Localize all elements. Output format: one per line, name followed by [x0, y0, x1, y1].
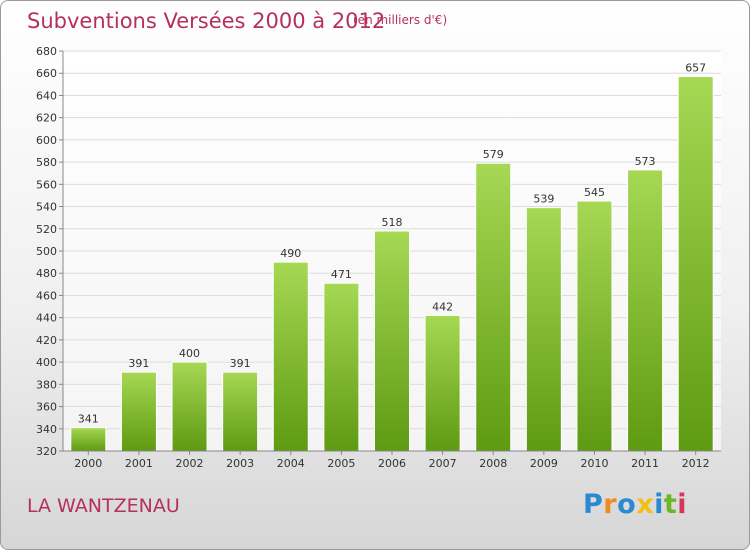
bar-value-label: 391 — [230, 357, 251, 370]
bar-value-label: 471 — [331, 268, 352, 281]
logo-letter: t — [663, 489, 678, 520]
x-tick-label: 2012 — [682, 457, 710, 470]
x-tick-label: 2007 — [429, 457, 457, 470]
bar-value-label: 518 — [382, 216, 403, 229]
bar-value-label: 573 — [635, 155, 656, 168]
logo-letter: i — [677, 489, 688, 520]
y-tick-label: 680 — [36, 45, 57, 58]
y-tick-label: 480 — [36, 267, 57, 280]
bar — [374, 230, 410, 452]
bar — [222, 371, 259, 452]
bar-value-label: 539 — [533, 193, 554, 206]
logo-letter: P — [583, 489, 604, 520]
x-tick-label: 2005 — [327, 457, 355, 470]
commune-name: LA WANTZENAU — [27, 495, 180, 517]
x-tick-label: 2003 — [226, 457, 254, 470]
bar — [323, 282, 360, 452]
y-tick-label: 500 — [36, 245, 57, 258]
y-tick-label: 320 — [36, 445, 57, 458]
y-tick-label: 560 — [36, 178, 57, 191]
bar — [70, 427, 107, 452]
proxiti-logo: Proxiti — [583, 489, 687, 520]
x-tick-label: 2001 — [125, 457, 153, 470]
bar-value-label: 579 — [483, 148, 504, 161]
y-tick-label: 600 — [36, 134, 57, 147]
bar-value-label: 490 — [280, 247, 301, 260]
y-tick-label: 520 — [36, 223, 57, 236]
bar — [272, 261, 309, 452]
x-tick-label: 2002 — [176, 457, 204, 470]
y-tick-label: 660 — [36, 67, 57, 80]
x-tick-label: 2010 — [580, 457, 608, 470]
y-tick-label: 460 — [36, 289, 57, 302]
x-tick-label: 2009 — [530, 457, 558, 470]
y-tick-label: 620 — [36, 112, 57, 125]
bar — [627, 169, 664, 452]
y-tick-label: 360 — [36, 401, 57, 414]
bar — [677, 76, 714, 452]
logo-letter: i — [654, 489, 664, 520]
bar — [576, 200, 613, 452]
bar — [424, 314, 461, 452]
x-tick-label: 2000 — [74, 457, 102, 470]
y-tick-label: 420 — [36, 334, 57, 347]
logo-letter: r — [603, 489, 618, 520]
bar — [171, 361, 208, 452]
y-tick-label: 440 — [36, 312, 57, 325]
bar — [475, 162, 512, 452]
y-tick-label: 380 — [36, 378, 57, 391]
x-tick-label: 2011 — [631, 457, 659, 470]
bar — [120, 371, 157, 452]
chart-subtitle: (en milliers d'€) — [353, 13, 448, 27]
bar-value-label: 391 — [128, 357, 149, 370]
x-tick-label: 2008 — [479, 457, 507, 470]
logo-letter: x — [636, 489, 655, 520]
x-tick-label: 2006 — [378, 457, 406, 470]
bar-value-label: 442 — [432, 300, 453, 313]
bar — [525, 207, 562, 452]
y-tick-label: 580 — [36, 156, 57, 169]
bar-value-label: 400 — [179, 347, 200, 360]
x-tick-label: 2004 — [277, 457, 305, 470]
bar-value-label: 545 — [584, 186, 605, 199]
y-tick-label: 400 — [36, 356, 57, 369]
y-tick-label: 640 — [36, 89, 57, 102]
logo-letter: o — [617, 489, 637, 520]
y-tick-label: 540 — [36, 201, 57, 214]
chart-title: Subventions Versées 2000 à 2012 — [27, 9, 386, 33]
bar-value-label: 341 — [78, 413, 99, 426]
bar-value-label: 657 — [685, 62, 706, 75]
y-tick-label: 340 — [36, 423, 57, 436]
